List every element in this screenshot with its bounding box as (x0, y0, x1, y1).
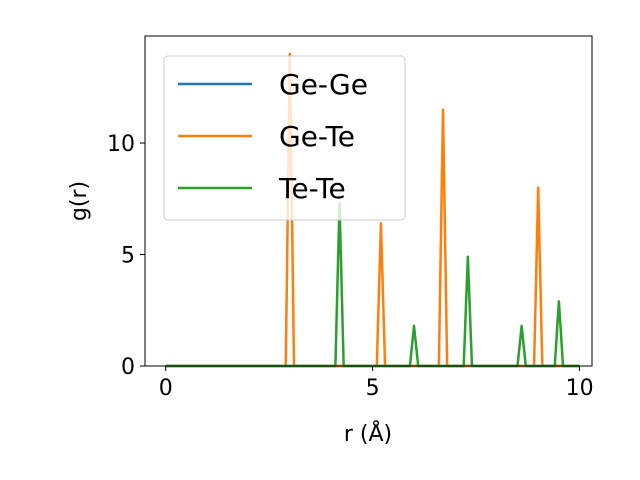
plot-frame (144, 35, 593, 367)
x-axis: 0 5 10 (159, 366, 594, 401)
y-tick-label: 0 (121, 355, 135, 380)
y-axis: 0 5 10 (107, 132, 145, 380)
legend-label-ge-ge: Ge-Ge (279, 68, 368, 101)
y-tick-label: 5 (121, 244, 135, 269)
series-line-te-te (165, 201, 580, 368)
x-axis-title: r (Å) (344, 420, 392, 447)
legend: Ge-Ge Ge-Te Te-Te (163, 55, 406, 221)
x-tick-label: 10 (566, 376, 594, 401)
legend-box (163, 55, 406, 221)
x-tick-label: 5 (366, 376, 380, 401)
legend-label-ge-te: Ge-Te (279, 120, 355, 153)
x-tick-label: 0 (159, 376, 173, 401)
y-axis-title: g(r) (67, 181, 92, 221)
legend-label-te-te: Te-Te (278, 172, 346, 205)
y-tick-label: 10 (107, 132, 135, 157)
